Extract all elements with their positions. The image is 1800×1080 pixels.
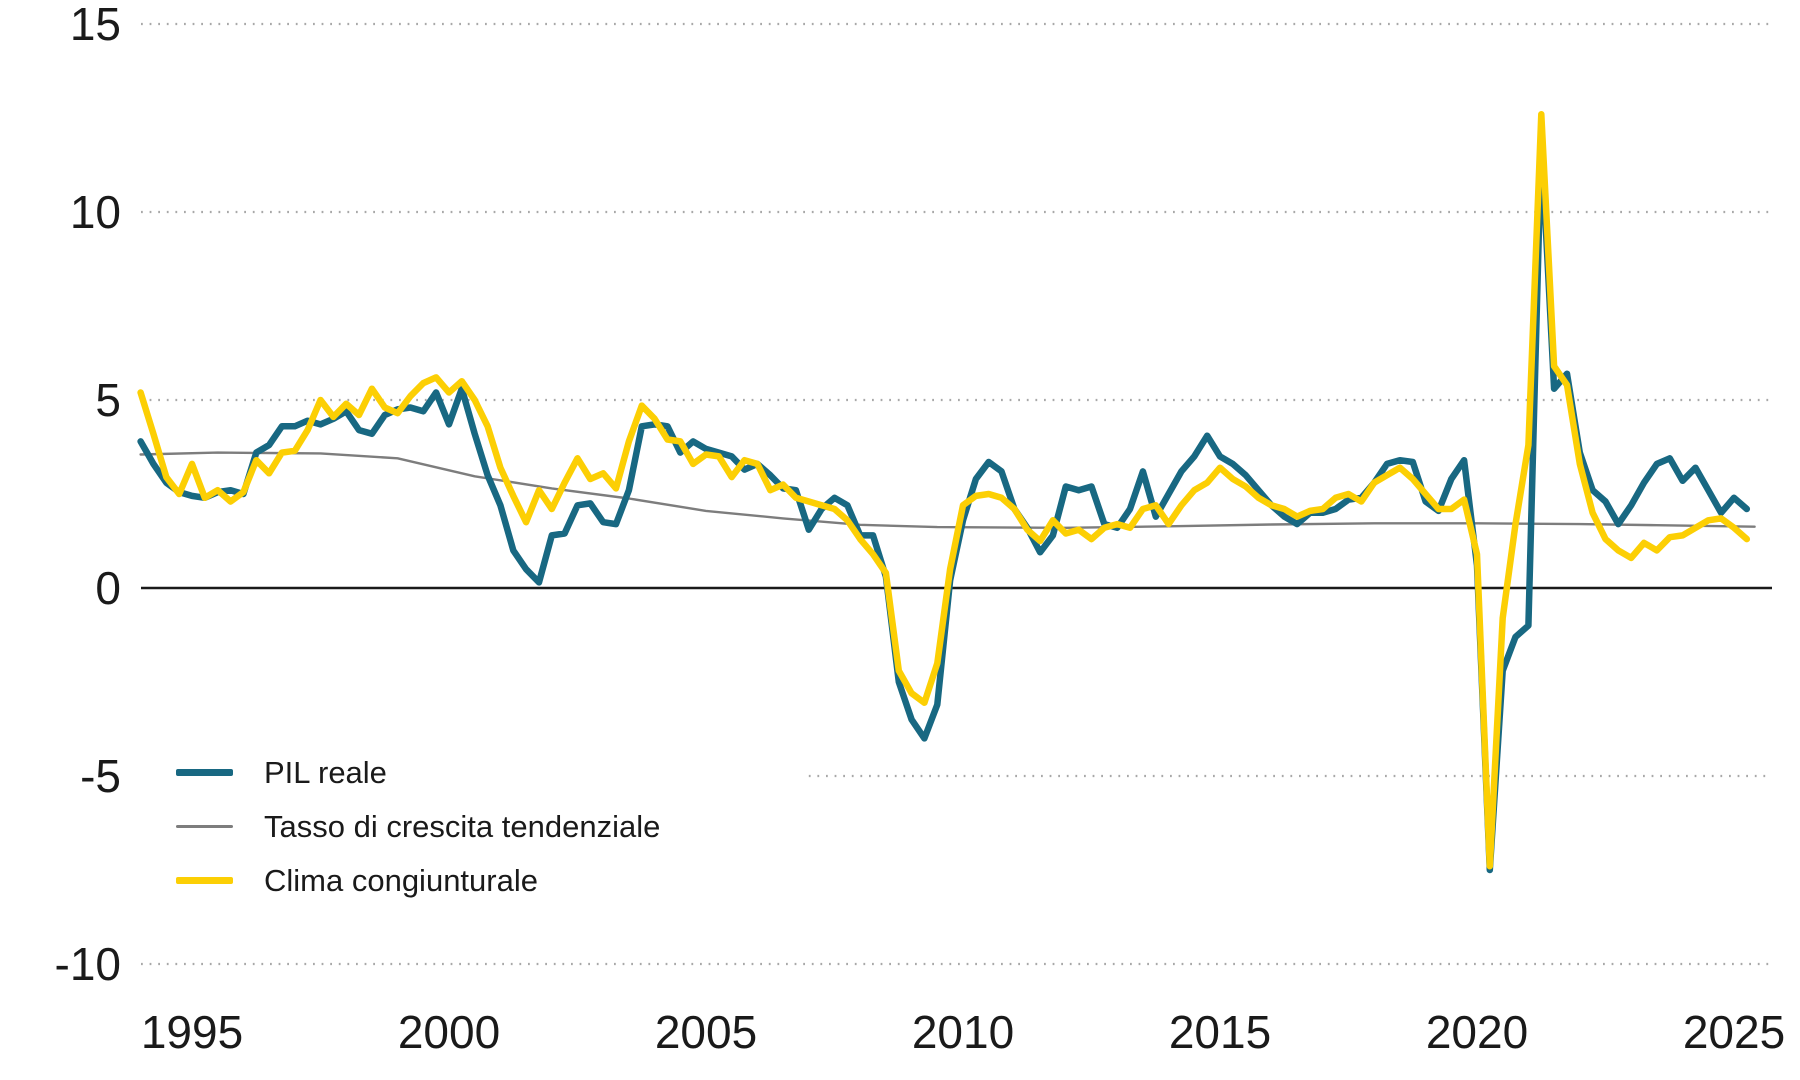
y-axis-tick-label-10: 10 <box>70 186 121 238</box>
legend-item-trend: Tasso di crescita tendenziale <box>176 811 660 842</box>
y-axis-tick-label-15: 15 <box>70 0 121 50</box>
x-axis-tick-label-2020: 2020 <box>1426 1006 1528 1058</box>
y-axis-tick-label-5: 5 <box>95 374 121 426</box>
series-line-2 <box>137 110 1751 870</box>
y-axis-tick-label--5: -5 <box>80 750 121 802</box>
legend-item-pil-reale: PIL reale <box>176 757 660 788</box>
x-axis-tick-label-2025: 2025 <box>1683 1006 1785 1058</box>
x-axis-tick-label-1995: 1995 <box>141 1006 243 1058</box>
legend-label-gdp: PIL reale <box>264 755 387 790</box>
y-axis-tick-label-0: 0 <box>95 562 121 614</box>
legend-label-climate: Clima congiunturale <box>264 863 538 898</box>
x-axis-tick-label-2000: 2000 <box>398 1006 500 1058</box>
y-axis-tick-label--10: -10 <box>55 938 121 990</box>
legend-swatch-trend-line <box>176 825 233 828</box>
legend: PIL reale Tasso di crescita tendenziale … <box>176 757 660 896</box>
legend-label-trend: Tasso di crescita tendenziale <box>264 809 661 844</box>
legend-swatch-climate-line <box>176 877 233 884</box>
series-line-1 <box>139 451 1756 529</box>
legend-swatch-gdp-line <box>176 769 233 776</box>
x-axis-tick-label-2015: 2015 <box>1169 1006 1271 1058</box>
x-axis-tick-label-2010: 2010 <box>912 1006 1014 1058</box>
x-axis-tick-label-2005: 2005 <box>655 1006 757 1058</box>
legend-item-climate: Clima congiunturale <box>176 865 660 896</box>
